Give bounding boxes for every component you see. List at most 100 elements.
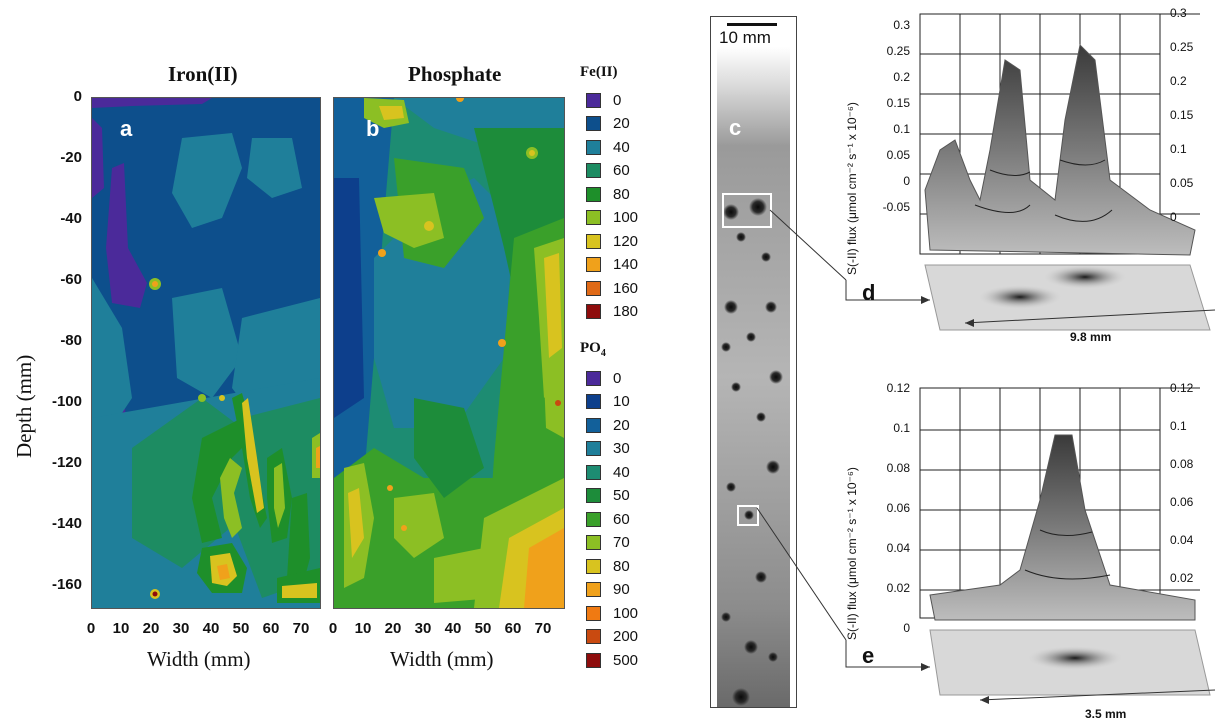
width-tick: 10: [112, 620, 130, 637]
gel-spot: [744, 640, 758, 654]
flux-tick: 0.3: [893, 18, 910, 32]
legend-swatch: [586, 257, 601, 272]
legend-item: 140: [586, 256, 638, 274]
legend-swatch: [586, 139, 601, 155]
flux-tick: 0.2: [893, 70, 910, 84]
legend-label: 20: [613, 416, 630, 434]
panel-d-width-label: 9.8 mm: [1070, 330, 1112, 344]
flux-tick: 0.04: [1170, 533, 1194, 547]
legend-swatch: [586, 92, 601, 108]
legend-label: 40: [613, 138, 630, 156]
depth-tick: -40: [60, 210, 82, 227]
flux-tick: 0.02: [1170, 571, 1194, 585]
legend-item: 160: [586, 279, 638, 297]
gel-spot: [746, 332, 756, 342]
flux-tick: 0.1: [1170, 419, 1187, 433]
legend-label: 40: [613, 463, 630, 481]
width-tick: 60: [504, 620, 522, 637]
legend-item: 80: [586, 557, 630, 575]
legend-label: 160: [613, 279, 639, 297]
width-tick: 60: [262, 620, 280, 637]
legend-label: 80: [613, 557, 630, 575]
depth-tick: -140: [51, 515, 82, 532]
legend-label: 20: [613, 115, 630, 132]
legend-label: 100: [613, 604, 639, 622]
legend-swatch: [586, 582, 601, 597]
flux-tick: 0.05: [1170, 176, 1194, 190]
legend-po4-title: PO4: [580, 340, 606, 359]
gel-spot: [721, 612, 731, 622]
legend-item: 40: [586, 138, 630, 156]
gel-spot: [723, 204, 739, 220]
legend-label: 50: [613, 487, 630, 504]
legend-item: 60: [586, 510, 630, 528]
gel-spot: [766, 460, 780, 474]
legend-item: 180: [586, 303, 638, 321]
flux-tick: 0.2: [1170, 74, 1187, 88]
legend-swatch: [586, 370, 601, 386]
gel-spot: [769, 370, 783, 384]
phosphate-map-image: [334, 98, 564, 608]
gel-spot: [721, 342, 731, 352]
panel-d-axis-label: S(-II) flux (μmol cm⁻² s⁻¹ x 10⁻⁶): [845, 102, 859, 275]
width-tick: 50: [474, 620, 492, 637]
gel-spot: [755, 571, 767, 583]
legend-label: 60: [613, 162, 630, 179]
panel-a-title: Iron(II): [168, 62, 238, 86]
flux-tick: 0.12: [1170, 381, 1194, 395]
flux-tick: 0: [1170, 210, 1177, 224]
width-tick: 20: [142, 620, 160, 637]
width-tick: 70: [534, 620, 552, 637]
depth-tick: 0: [73, 88, 82, 105]
scale-bar-label: 10 mm: [719, 28, 771, 47]
legend-label: 140: [613, 256, 639, 273]
scale-bar: [727, 23, 777, 26]
legend-fe-title: Fe(II): [580, 64, 618, 80]
legend-label: 70: [613, 534, 630, 551]
flux-tick: 0.15: [1170, 108, 1194, 122]
gel-image-frame: 10 mm c: [710, 16, 797, 708]
width-tick: 30: [414, 620, 432, 637]
legend-item: 0: [586, 369, 621, 387]
depth-tick: -80: [60, 332, 82, 349]
legend-label: 80: [613, 185, 630, 203]
legend-swatch: [586, 488, 601, 503]
legend-item: 40: [586, 463, 630, 481]
legend-label: 30: [613, 440, 630, 457]
panel-b-title: Phosphate: [408, 62, 502, 86]
surface-plot-e: [919, 387, 1216, 704]
legend-item: 80: [586, 185, 630, 203]
flux-tick: 0.25: [1170, 40, 1194, 54]
panel-a-letter: a: [120, 116, 133, 141]
legend-item: 100: [586, 209, 638, 227]
flux-tick: 0.05: [886, 148, 910, 162]
legend-swatch: [586, 163, 601, 178]
flux-tick: 0: [903, 174, 910, 188]
panel-e-letter: e: [862, 643, 875, 668]
gel-spot: [744, 510, 754, 520]
legend-swatch: [586, 605, 601, 621]
gel-spot: [731, 382, 741, 392]
depth-tick: -120: [51, 454, 82, 471]
gel-spot: [732, 688, 750, 706]
legend-swatch: [586, 511, 601, 527]
legend-label: 90: [613, 581, 630, 598]
gel-spot: [761, 252, 771, 262]
legend-swatch: [586, 558, 601, 574]
gel-spot: [736, 232, 746, 242]
width-tick: 40: [202, 620, 220, 637]
legend-item: 0: [586, 91, 621, 109]
legend-swatch: [586, 394, 601, 409]
flux-tick: 0.04: [886, 541, 910, 555]
panel-e-axis-label: S(-II) flux (μmol cm⁻² s⁻¹ x 10⁻⁶): [845, 467, 859, 640]
depth-tick: -100: [51, 393, 82, 410]
surface-plot-d: [919, 13, 1216, 331]
legend-label: 500: [613, 651, 639, 669]
width-axis-label-b: Width (mm): [390, 647, 494, 671]
panel-e-width-label: 3.5 mm: [1085, 707, 1127, 721]
legend-item: 10: [586, 393, 630, 411]
width-tick: 40: [444, 620, 462, 637]
flux-tick: 0.08: [886, 461, 910, 475]
iron-map: a: [91, 97, 321, 609]
